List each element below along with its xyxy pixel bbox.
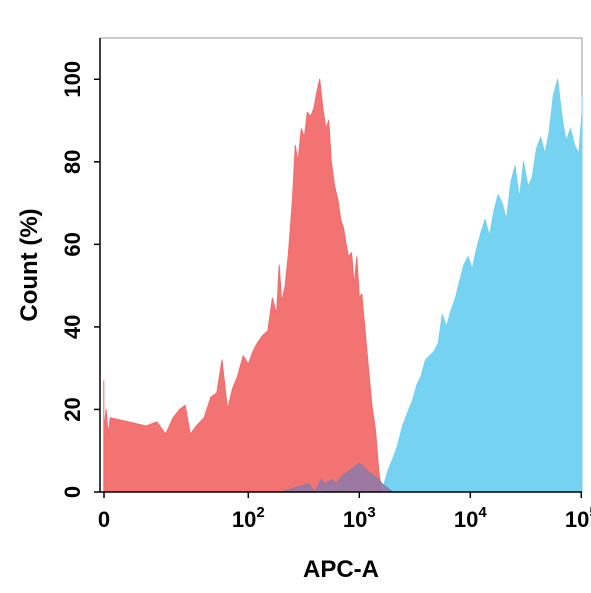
y-tick-label: 80 (60, 150, 85, 174)
x-tick-label: 104 (454, 504, 487, 532)
y-axis-ticks: 0 20 40 60 80 100 (60, 61, 100, 498)
histogram-series-1 (103, 78, 383, 493)
plot-area (99, 37, 583, 493)
x-tick-label: 102 (232, 504, 265, 532)
y-tick-label: 100 (60, 61, 85, 98)
x-tick-label: 103 (343, 504, 376, 532)
y-tick-label: 0 (60, 486, 85, 498)
x-axis-title: APC-A (303, 556, 379, 583)
y-axis-title: Count (%) (16, 208, 43, 321)
series-layer (103, 78, 583, 493)
y-tick-label: 60 (60, 232, 85, 256)
histogram-series-3 (281, 462, 394, 493)
y-tick-label: 40 (60, 315, 85, 339)
y-tick-label: 20 (60, 397, 85, 421)
x-axis-ticks: 0102103104105106 (98, 492, 591, 532)
histogram-series-2 (381, 78, 583, 493)
x-tick-label: 0 (98, 507, 110, 532)
x-tick-label: 105 (565, 504, 591, 532)
